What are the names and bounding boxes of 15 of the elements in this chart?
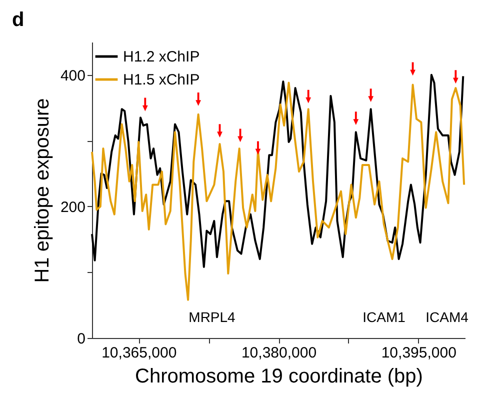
y-tick-label: 400 — [60, 67, 86, 84]
annotation: ICAM4 — [426, 309, 469, 325]
legend-label: H1.2 xChIP — [123, 48, 200, 66]
text: d — [12, 9, 24, 31]
x-tick-label: 10,395,000 — [381, 344, 456, 362]
y-tick-label: 200 — [60, 198, 86, 216]
legend-label: H1.5 xChIP — [123, 72, 200, 88]
x-tick-label: 10,380,000 — [241, 344, 317, 362]
annotation: ICAM1 — [362, 309, 406, 325]
line-series — [91, 74, 464, 268]
y-tick-label: 0 — [77, 330, 86, 348]
x-tick-label: 10,365,000 — [102, 344, 177, 362]
x-axis-title: Chromosome 19 coordinate (bp) — [135, 366, 423, 388]
annotation: MRPL4 — [188, 309, 236, 325]
y-axis-title: H1 epitope exposure — [31, 98, 54, 283]
